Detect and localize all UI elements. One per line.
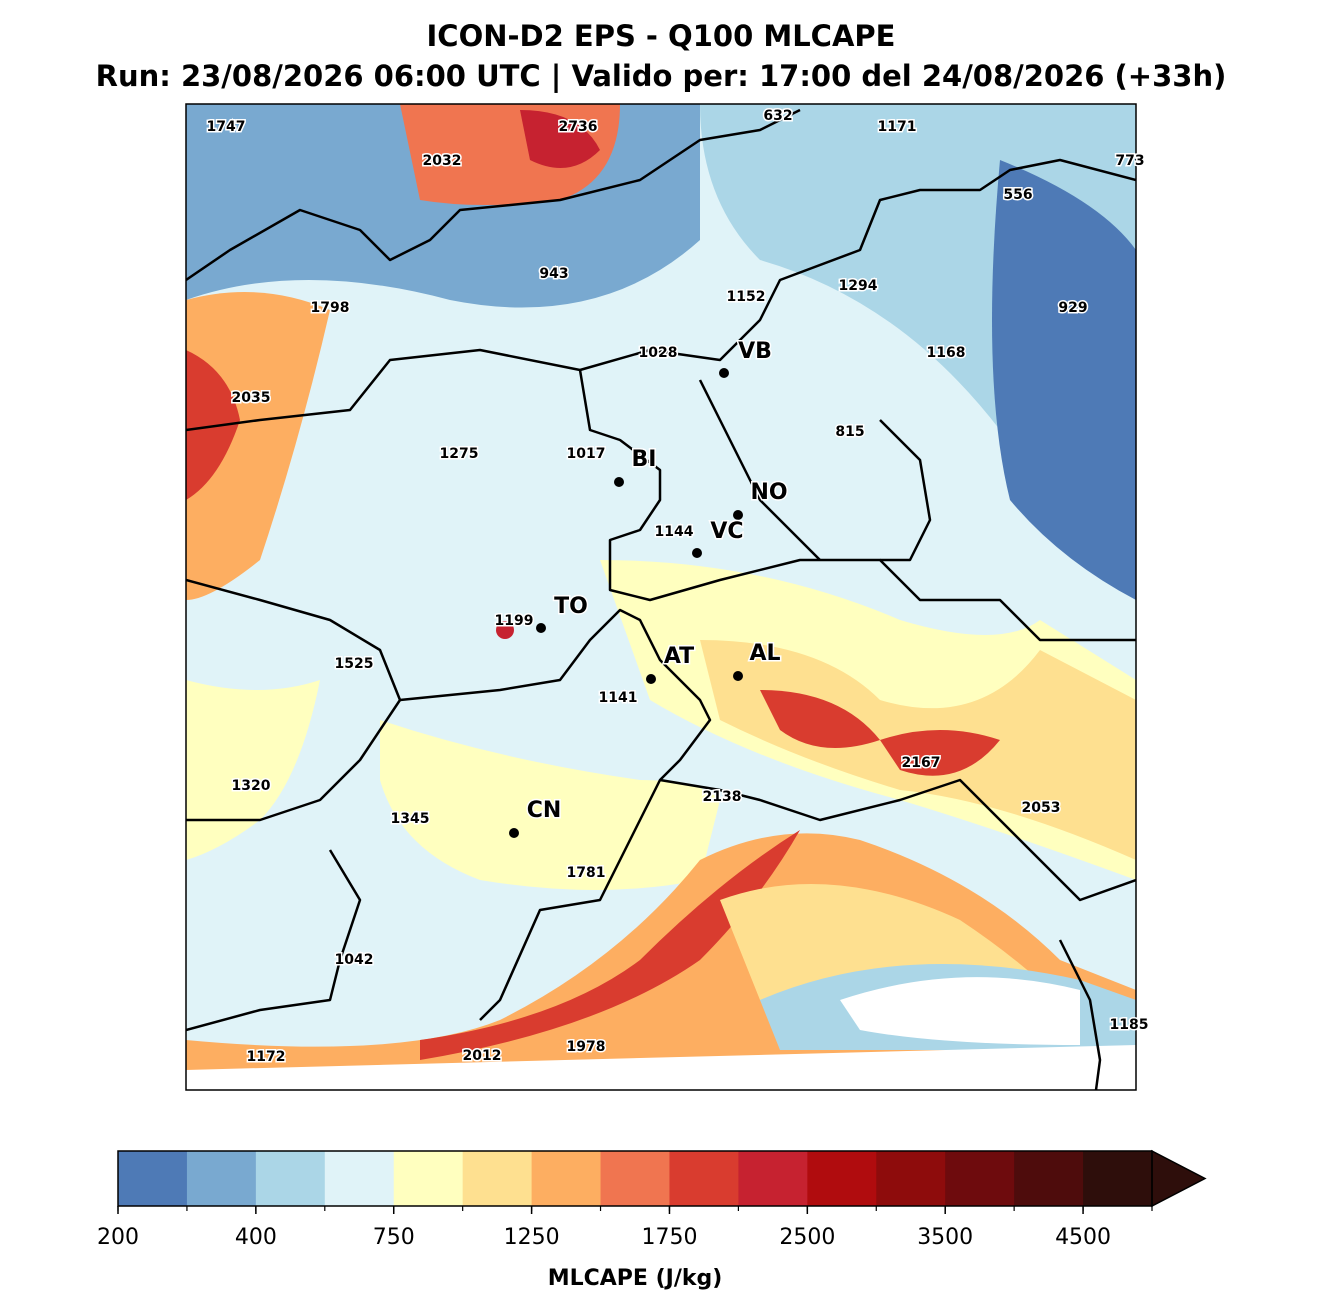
value-label: 1017 bbox=[567, 446, 606, 462]
value-label: 2035 bbox=[232, 390, 271, 406]
value-label: 2736 bbox=[559, 119, 598, 135]
value-label: 1747 bbox=[207, 119, 246, 135]
colorbar-tick-label: 200 bbox=[97, 1225, 139, 1250]
value-label: 1978 bbox=[567, 1039, 606, 1055]
colorbar-tick-label: 1250 bbox=[504, 1225, 560, 1250]
value-label: 2167 bbox=[902, 755, 941, 771]
colorbar-segment bbox=[876, 1151, 946, 1206]
value-label: 815 bbox=[835, 424, 864, 440]
city-label: AT bbox=[664, 644, 694, 669]
value-label: 2032 bbox=[423, 153, 462, 169]
city-dot bbox=[536, 623, 546, 633]
value-label: 632 bbox=[763, 108, 792, 124]
city-label: AL bbox=[749, 641, 780, 666]
value-label: 1171 bbox=[878, 119, 917, 135]
city-label: TO bbox=[554, 594, 588, 619]
value-label: 1798 bbox=[311, 300, 350, 316]
value-label: 2012 bbox=[463, 1048, 502, 1064]
colorbar-segment bbox=[1014, 1151, 1084, 1206]
value-label: 1152 bbox=[727, 289, 766, 305]
city-dot bbox=[733, 510, 743, 520]
value-label: 929 bbox=[1058, 300, 1087, 316]
colorbar-tick-label: 4500 bbox=[1055, 1225, 1111, 1250]
colorbar-segment bbox=[393, 1151, 464, 1206]
value-label: 1141 bbox=[599, 690, 638, 706]
value-label: 1042 bbox=[335, 952, 374, 968]
colorbar-segment bbox=[462, 1151, 533, 1206]
map-frame bbox=[185, 103, 1137, 1091]
value-label: 773 bbox=[1115, 153, 1144, 169]
colorbar-tick-label: 1750 bbox=[641, 1225, 697, 1250]
city-label: NO bbox=[750, 480, 787, 505]
city-dot bbox=[692, 548, 702, 558]
value-label: 1168 bbox=[927, 345, 966, 361]
value-label: 1275 bbox=[440, 446, 479, 462]
value-label: 1144 bbox=[655, 524, 694, 540]
city-label: VC bbox=[710, 519, 743, 544]
colorbar-segment bbox=[669, 1151, 739, 1206]
colorbar-extend bbox=[1151, 1149, 1207, 1208]
colorbar-label: MLCAPE (J/kg) bbox=[548, 1266, 723, 1291]
value-label: 1172 bbox=[247, 1049, 286, 1065]
colorbar-segment bbox=[1083, 1151, 1153, 1206]
colorbar-tick-label: 400 bbox=[235, 1225, 277, 1250]
colorbar-segment bbox=[186, 1151, 257, 1206]
city-label: BI bbox=[632, 447, 657, 472]
value-label: 1345 bbox=[391, 811, 430, 827]
value-label: 1185 bbox=[1110, 1017, 1149, 1033]
colorbar-segment bbox=[738, 1151, 808, 1206]
value-label: 1525 bbox=[335, 656, 374, 672]
value-label: 2138 bbox=[703, 789, 742, 805]
title: ICON-D2 EPS - Q100 MLCAPE bbox=[427, 19, 896, 53]
value-label: 1294 bbox=[839, 278, 878, 294]
colorbar-segment bbox=[255, 1151, 326, 1206]
city-dot bbox=[614, 477, 624, 487]
value-label: 1028 bbox=[639, 345, 678, 361]
city-label: CN bbox=[527, 798, 562, 823]
colorbar-segment bbox=[531, 1151, 602, 1206]
subtitle: Run: 23/08/2026 06:00 UTC | Valido per: … bbox=[96, 59, 1227, 93]
colorbar-tick-label: 3500 bbox=[917, 1225, 973, 1250]
colorbar-segment bbox=[600, 1151, 670, 1206]
city-dot bbox=[509, 828, 519, 838]
city-dot bbox=[646, 674, 656, 684]
value-label: 1781 bbox=[567, 865, 606, 881]
colorbar-segment bbox=[118, 1151, 188, 1206]
city-dot bbox=[733, 671, 743, 681]
colorbar-segment bbox=[324, 1151, 395, 1206]
value-label: 1199 bbox=[495, 613, 534, 629]
value-label: 1320 bbox=[232, 778, 271, 794]
value-label: 943 bbox=[539, 266, 568, 282]
colorbar-segment bbox=[807, 1151, 877, 1206]
value-label: 2053 bbox=[1022, 800, 1061, 816]
colorbar-tick-label: 750 bbox=[373, 1225, 415, 1250]
value-label: 556 bbox=[1003, 187, 1032, 203]
city-dot bbox=[719, 368, 729, 378]
colorbar-frame bbox=[117, 1150, 1153, 1207]
city-label: VB bbox=[738, 339, 772, 364]
map-field bbox=[186, 104, 1136, 1090]
colorbar-tick-label: 2500 bbox=[779, 1225, 835, 1250]
colorbar-segment bbox=[945, 1151, 1015, 1206]
